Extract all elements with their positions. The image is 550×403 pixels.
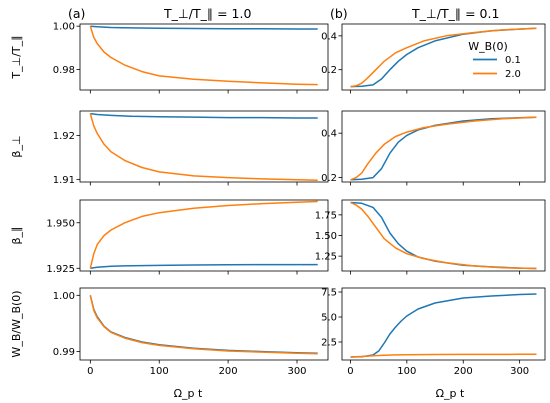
y-tick-label: 1.950 (46, 218, 75, 229)
y-tick-label: 0.4 (321, 31, 337, 42)
series-line-0.1 (350, 293, 537, 358)
panel-b1: 0.2 0.4 W_B(0) 0.1 2.0 (321, 23, 546, 94)
x-tick-label: 200 (454, 366, 473, 377)
y-tick-label: 1.00 (53, 291, 75, 302)
axes-frame (79, 23, 329, 91)
y-axis-label: β_∥ (10, 226, 23, 244)
y-tick-label: 1.50 (315, 231, 337, 242)
series-group (89, 295, 318, 355)
axes-frame (79, 199, 329, 272)
series-group (350, 116, 537, 181)
panel-a3: 1.925 1.950 β_∥ (10, 199, 329, 275)
series-group (350, 201, 537, 270)
x-axis-label-a: Ω_p t (174, 387, 203, 400)
series-group (89, 200, 318, 270)
series-line-0.1 (90, 25, 318, 30)
y-tick-label: 1.91 (53, 175, 75, 186)
y-axis-label: β_⊥ (10, 135, 23, 157)
axes-frame (341, 23, 546, 91)
y-tick-label: 2.5 (321, 338, 337, 349)
series-line-2.0 (350, 27, 537, 88)
axes-frame (79, 110, 329, 183)
series-line-2.0 (350, 201, 537, 270)
y-tick-label: 1.92 (53, 131, 75, 142)
x-tick-label: 100 (397, 366, 416, 377)
legend-entry: 2.0 (505, 69, 521, 80)
y-tick-label: 5.0 (321, 313, 337, 324)
column-label-b: (b) (330, 6, 348, 21)
series-group (89, 112, 318, 181)
x-tick-label: 0 (347, 366, 353, 377)
legend-entry: 0.1 (505, 55, 521, 66)
y-tick-label: 1.00 (53, 22, 75, 33)
x-tick-label: 100 (150, 366, 169, 377)
series-line-2.0 (350, 353, 537, 358)
series-line-0.1 (89, 295, 318, 355)
panel-b3: 1.25 1.50 1.75 (315, 199, 546, 275)
x-tick-label: 0 (87, 366, 93, 377)
series-group (350, 27, 537, 88)
y-tick-label: 1.925 (46, 264, 75, 275)
column-title-a: T_⊥/T_∥ = 1.0 (163, 6, 251, 21)
panel-a4: 0 100 200 300 0.99 1.00 W_B/W_B(0) (10, 287, 329, 377)
y-tick-label: 1.75 (315, 210, 337, 221)
series-line-2.0 (89, 113, 318, 181)
column-title-b: T_⊥/T_∥ = 0.1 (411, 6, 499, 21)
y-tick-label: 1.25 (315, 252, 337, 263)
panel-b4: 0 100 200 300 2.5 5.0 7.5 (321, 287, 546, 377)
y-tick-label: 0.99 (53, 347, 75, 358)
y-tick-label: 0.98 (53, 65, 75, 76)
series-group (89, 25, 318, 86)
x-tick-label: 200 (219, 366, 238, 377)
column-label-a: (a) (68, 6, 85, 21)
y-tick-label: 0.2 (321, 173, 337, 184)
panels: 0.981.00T_⊥/T_∥ 0.20.4W_B(0)0.12.01.911.9… (10, 22, 546, 377)
series-line-0.1 (90, 263, 318, 270)
series-line-2.0 (89, 200, 318, 269)
x-tick-label: 300 (510, 366, 529, 377)
panel-b2: 0.2 0.4 (321, 110, 546, 186)
series-line-2.0 (89, 25, 318, 86)
y-tick-label: 7.5 (321, 288, 337, 299)
y-tick-label: 0.4 (321, 129, 337, 140)
series-line-2.0 (89, 295, 318, 355)
y-axis-label: T_⊥/T_∥ (10, 35, 23, 79)
series-line-0.1 (350, 201, 537, 270)
axes-frame (341, 110, 546, 183)
x-axis-label-b: Ω_p t (436, 387, 465, 400)
series-line-0.1 (350, 116, 537, 181)
legend: W_B(0) 0.1 2.0 (468, 40, 521, 80)
legend-title: W_B(0) (468, 40, 508, 53)
y-tick-label: 0.2 (321, 65, 337, 76)
axes-frame (79, 287, 329, 361)
x-tick-label: 300 (287, 366, 306, 377)
series-line-0.1 (90, 112, 318, 119)
y-axis-label: W_B/W_B(0) (10, 290, 23, 357)
series-group (350, 293, 537, 358)
panel-a2: 1.91 1.92 β_⊥ (10, 110, 329, 186)
panel-a1: 0.98 1.00 T_⊥/T_∥ (10, 22, 329, 94)
axes-frame (341, 287, 546, 361)
series-line-2.0 (350, 116, 537, 181)
axes-frame (341, 199, 546, 272)
